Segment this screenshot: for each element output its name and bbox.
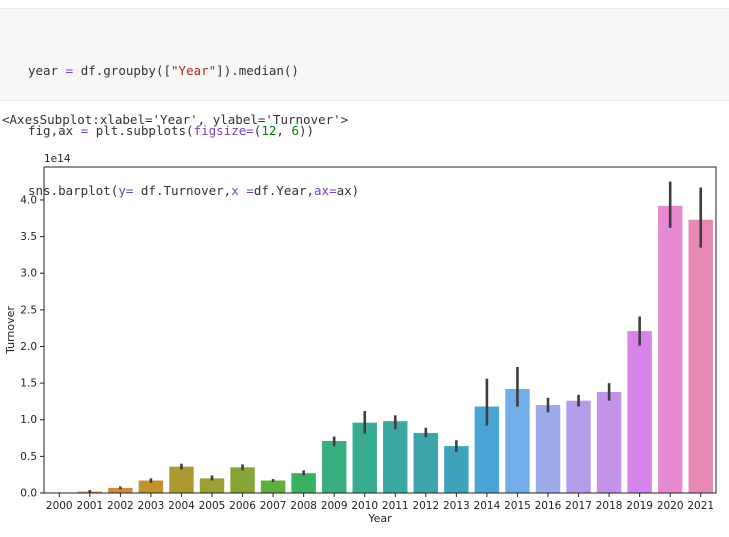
x-tick-label: 2006 xyxy=(229,500,256,512)
x-tick-label: 2010 xyxy=(351,500,378,512)
bar-2008 xyxy=(291,473,316,493)
code-editor[interactable]: year = df.groupby(["Year"]).median() fig… xyxy=(28,21,359,241)
bar-2019 xyxy=(627,331,652,493)
code-line-1: year = df.groupby(["Year"]).median() xyxy=(28,63,299,78)
code-line-3: sns.barplot(y= df.Turnover,x =df.Year,ax… xyxy=(28,183,360,198)
y-tick-label: 2.5 xyxy=(20,304,37,316)
bar-2006 xyxy=(230,467,255,493)
x-tick-label: 2001 xyxy=(76,500,103,512)
bar-2005 xyxy=(199,478,225,493)
bar-2012 xyxy=(413,432,439,493)
x-tick-label: 2005 xyxy=(199,500,226,512)
x-tick-label: 2018 xyxy=(596,500,623,512)
x-tick-label: 2013 xyxy=(443,500,470,512)
bar-2016 xyxy=(535,405,561,493)
y-tick-label: 2.0 xyxy=(20,341,37,353)
bar-2011 xyxy=(383,421,408,493)
y-tick-label: 3.5 xyxy=(20,231,37,243)
y-tick-label: 0.0 xyxy=(20,488,37,500)
output-repr: <AxesSubplot:xlabel='Year', ylabel='Turn… xyxy=(2,112,349,127)
y-tick-label: 4.0 xyxy=(20,194,37,206)
x-tick-label: 2014 xyxy=(474,500,501,512)
y-offset-text: 1e14 xyxy=(44,153,71,165)
x-tick-label: 2007 xyxy=(260,500,287,512)
bar-2009 xyxy=(321,440,347,493)
bar-2004 xyxy=(169,466,194,493)
x-tick-label: 2017 xyxy=(565,500,592,512)
x-tick-label: 2015 xyxy=(504,500,531,512)
bar-2021 xyxy=(688,219,713,493)
x-axis-label: Year xyxy=(367,512,392,525)
bar-2007 xyxy=(260,480,286,493)
bar-2013 xyxy=(444,446,469,493)
x-tick-label: 2004 xyxy=(168,500,195,512)
plot-frame xyxy=(43,166,717,494)
x-tick-label: 2021 xyxy=(687,500,714,512)
bar-2018 xyxy=(596,391,622,493)
y-tick-label: 0.5 xyxy=(20,451,37,463)
bar-2002 xyxy=(108,487,133,493)
x-tick-label: 2009 xyxy=(321,500,348,512)
x-tick-label: 2011 xyxy=(382,500,409,512)
y-tick-label: 3.0 xyxy=(20,268,37,280)
bar-2003 xyxy=(138,480,164,493)
x-tick-label: 2020 xyxy=(657,500,684,512)
bar-2010 xyxy=(352,422,377,493)
bar-2020 xyxy=(657,205,683,493)
x-tick-label: 2002 xyxy=(107,500,134,512)
x-tick-label: 2008 xyxy=(290,500,317,512)
x-tick-label: 2012 xyxy=(412,500,439,512)
y-axis-label: Turnover xyxy=(4,306,17,355)
x-tick-label: 2003 xyxy=(138,500,165,512)
x-tick-label: 2019 xyxy=(626,500,653,512)
code-cell-input[interactable]: year = df.groupby(["Year"]).median() fig… xyxy=(0,8,729,198)
y-tick-label: 1.5 xyxy=(20,378,37,390)
x-tick-label: 2016 xyxy=(535,500,562,512)
bar-2017 xyxy=(566,400,591,493)
y-tick-label: 1.0 xyxy=(20,414,37,426)
x-tick-label: 2000 xyxy=(46,500,73,512)
code-text: year xyxy=(28,63,66,78)
code-line-2: fig,ax = plt.subplots(figsize=(12, 6)) xyxy=(28,123,315,138)
